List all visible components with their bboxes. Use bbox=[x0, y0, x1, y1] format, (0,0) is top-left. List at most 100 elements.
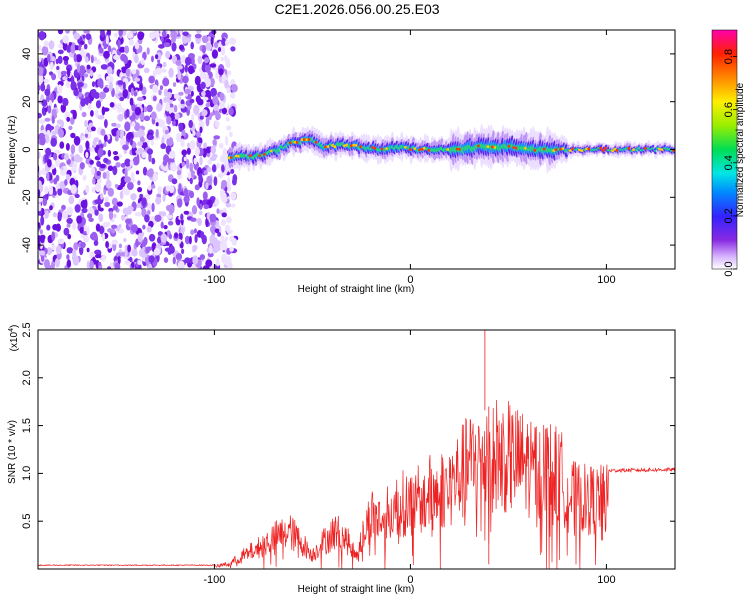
spectrogram-noise-blob bbox=[178, 183, 182, 191]
spectrogram-noise-blob bbox=[58, 128, 64, 138]
spectrogram-noise-blob bbox=[82, 34, 86, 39]
spectrogram-noise-blob bbox=[130, 87, 134, 97]
spectrogram-noise-blob bbox=[117, 113, 124, 122]
spectrogram-noise-blob bbox=[61, 204, 66, 211]
spectrogram-noise-blob bbox=[129, 178, 136, 183]
spectrogram-noise-blob bbox=[230, 192, 237, 201]
spectrogram-noise-blob bbox=[194, 234, 198, 243]
spectrogram-noise-blob bbox=[213, 176, 218, 187]
spectrogram-noise-blob bbox=[200, 70, 204, 80]
spectrogram-noise-blob bbox=[86, 260, 91, 269]
spectrogram-noise-blob bbox=[51, 114, 55, 124]
spectrogram-noise-blob bbox=[222, 152, 228, 158]
spectrogram-noise-blob bbox=[228, 107, 234, 116]
spectrogram-noise-blob bbox=[85, 151, 89, 159]
spectrogram-noise-blob bbox=[171, 42, 177, 52]
spectrogram-noise-blob bbox=[186, 159, 190, 169]
spectrogram-noise-blob bbox=[130, 30, 138, 34]
spectrogram-noise-blob bbox=[134, 41, 140, 50]
spectrogram-noise-blob bbox=[230, 92, 235, 99]
spectrogram-noise-blob bbox=[60, 70, 67, 76]
spectrogram-noise-blob bbox=[191, 113, 195, 122]
spectrogram-noise-blob bbox=[173, 93, 180, 100]
spectrogram-noise-blob bbox=[160, 233, 168, 243]
spectrogram-noise-blob bbox=[181, 149, 187, 156]
spectrogram-noise-blob bbox=[129, 137, 133, 146]
spectrogram-noise-blob bbox=[88, 217, 94, 222]
spectrogram-noise-blob bbox=[73, 136, 81, 146]
spectrogram-noise-blob bbox=[87, 213, 93, 219]
spectrogram-noise-blob bbox=[154, 214, 162, 222]
spectrogram-noise-blob bbox=[214, 120, 220, 128]
spectrogram-noise-blob bbox=[116, 123, 121, 129]
spectrogram-noise-blob bbox=[211, 164, 217, 173]
spectrogram-noise-blob bbox=[178, 232, 183, 241]
spectrogram-noise-blob bbox=[84, 129, 89, 135]
spectrogram-noise-blob bbox=[204, 57, 210, 64]
spectrogram-noise-blob bbox=[141, 207, 147, 218]
spectrogram-noise-blob bbox=[171, 119, 176, 127]
spectrogram-noise-blob bbox=[224, 80, 229, 89]
spectrogram-noise-blob bbox=[143, 106, 148, 113]
spectrogram-noise-blob bbox=[227, 176, 231, 187]
spectrogram-noise-blob bbox=[124, 158, 131, 167]
spectrogram-noise-blob bbox=[231, 84, 238, 93]
spectrogram-noise-blob bbox=[50, 93, 54, 100]
spectrogram-noise-blob bbox=[175, 253, 183, 261]
spectrogram-noise-blob bbox=[162, 160, 168, 166]
spectrogram-noise-blob bbox=[126, 31, 134, 39]
spectrogram-noise-blob bbox=[47, 158, 52, 168]
spectrogram-y-tick-label: 40 bbox=[21, 48, 33, 60]
spectrogram-noise-blob bbox=[128, 38, 134, 46]
spectrogram-noise-blob bbox=[133, 91, 138, 97]
spectrogram-noise-blob bbox=[66, 223, 71, 228]
spectrogram-noise-blob bbox=[199, 115, 204, 120]
spectrogram-noise-blob bbox=[62, 35, 69, 44]
spectrogram-noise-blob bbox=[98, 213, 104, 222]
spectrogram-noise-blob bbox=[73, 53, 77, 63]
spectrogram-noise-blob bbox=[184, 257, 191, 264]
snr-x-tick-label: 100 bbox=[597, 574, 615, 586]
spectrogram-noise-blob bbox=[131, 248, 138, 257]
spectrogram-noise-blob bbox=[159, 85, 164, 90]
spectrogram-noise-blob bbox=[158, 89, 162, 96]
colorbar-tick-label: 0.6 bbox=[723, 102, 735, 117]
spectrogram-noise-blob bbox=[162, 77, 170, 87]
spectrogram-noise-blob bbox=[131, 261, 135, 269]
spectrogram-noise-blob bbox=[59, 169, 67, 176]
spectrogram-noise-blob bbox=[197, 55, 203, 64]
spectrogram-noise-blob bbox=[184, 88, 192, 95]
spectrogram-noise-blob bbox=[90, 147, 95, 152]
spectrogram-noise-blob bbox=[172, 82, 177, 87]
snr-series-line bbox=[38, 399, 675, 569]
spectrogram-noise-blob bbox=[148, 75, 155, 84]
spectrogram-y-tick-label: -20 bbox=[21, 189, 33, 205]
snr-x-tick-label: -100 bbox=[203, 574, 225, 586]
spectrogram-noise-blob bbox=[163, 96, 168, 104]
spectrogram-noise-blob bbox=[212, 139, 217, 146]
spectrogram-noise-blob bbox=[40, 83, 46, 92]
snr-x-axis-label: Height of straight line (km) bbox=[298, 584, 415, 595]
spectrogram-noise-blob bbox=[105, 179, 112, 189]
spectrogram-noise-blob bbox=[124, 260, 131, 265]
spectrogram-noise-blob bbox=[52, 224, 59, 231]
spectrogram-y-tick-label: 0 bbox=[21, 146, 33, 152]
spectrogram-noise-blob bbox=[171, 178, 178, 185]
spectrogram-noise-blob bbox=[105, 241, 109, 249]
spectrogram-noise-blob bbox=[70, 184, 77, 195]
spectrogram-noise-blob bbox=[44, 88, 51, 97]
spectrogram-noise-blob bbox=[72, 162, 78, 169]
spectrogram-noise-blob bbox=[198, 173, 203, 183]
spectrogram-noise-blob bbox=[194, 184, 200, 191]
spectrogram-noise-blob bbox=[180, 103, 185, 109]
spectrogram-noise-blob bbox=[38, 74, 44, 84]
spectrogram-noise-blob bbox=[224, 236, 229, 242]
spectrogram-noise-blob bbox=[40, 216, 45, 226]
spectrogram-noise-blob bbox=[220, 235, 225, 244]
spectrogram-noise-blob bbox=[119, 129, 125, 139]
spectrogram-noise-blob bbox=[105, 76, 110, 81]
spectrogram-noise-blob bbox=[179, 30, 183, 36]
spectrogram-noise-blob bbox=[177, 65, 183, 70]
spectrogram-noise-blob bbox=[83, 73, 89, 78]
spectrogram-noise-blob bbox=[200, 81, 206, 90]
